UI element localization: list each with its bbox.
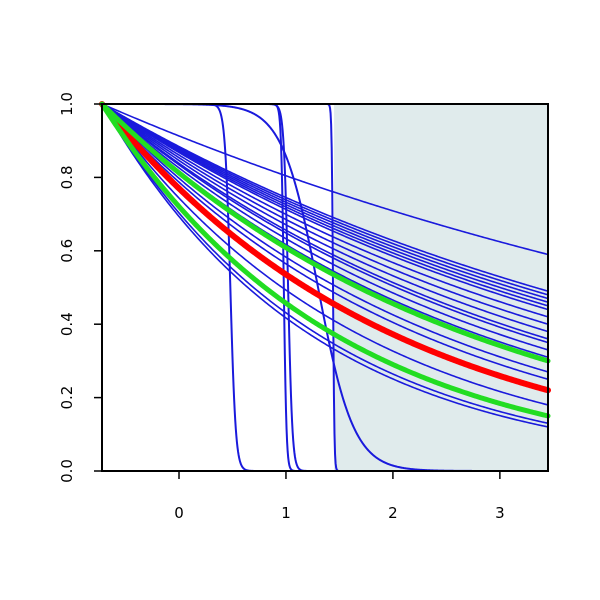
decay-curve-0 [101, 103, 549, 256]
axes: 0 1 2 3 0.0 0.2 0.4 0.6 0.8 1.0 [58, 92, 549, 522]
y-tick-label-0: 0.0 [58, 459, 76, 483]
decay-curve-7 [101, 103, 549, 318]
decay-curve-2 [101, 103, 549, 296]
x-tick-label-1: 1 [281, 504, 291, 522]
decay-curve-4 [101, 103, 549, 303]
y-tick-label-5: 1.0 [58, 92, 76, 116]
y-tick-label-1: 0.2 [58, 386, 76, 410]
decay-curve-5 [101, 103, 549, 307]
decay-curve-12 [101, 103, 549, 351]
green-curve-2 [99, 101, 551, 419]
green-curve-1 [99, 101, 551, 364]
decay-curve-1 [101, 103, 549, 292]
y-tick-label-2: 0.4 [58, 312, 76, 336]
decay-curve-14 [101, 103, 549, 373]
decay-curve-15 [101, 103, 549, 381]
decay-curve-3 [101, 103, 549, 300]
x-tick-label-0: 0 [174, 504, 184, 522]
x-tick-label-2: 2 [388, 504, 398, 522]
decay-curve-11 [101, 103, 549, 344]
plot-frame [101, 103, 549, 472]
decay-curve-18 [101, 103, 549, 425]
y-tick-label-3: 0.6 [58, 239, 76, 263]
decay-curve-9 [101, 103, 549, 333]
decay-curve-6 [101, 103, 549, 311]
y-tick-label-4: 0.8 [58, 165, 76, 189]
red-curve-0 [99, 101, 551, 394]
x-tick-label-3: 3 [495, 504, 505, 522]
decay-curve-8 [101, 103, 549, 325]
decay-curve-19 [101, 103, 549, 428]
decay-curve-16 [101, 103, 549, 406]
plot-area [99, 101, 551, 472]
decay-curve-10 [101, 103, 549, 340]
